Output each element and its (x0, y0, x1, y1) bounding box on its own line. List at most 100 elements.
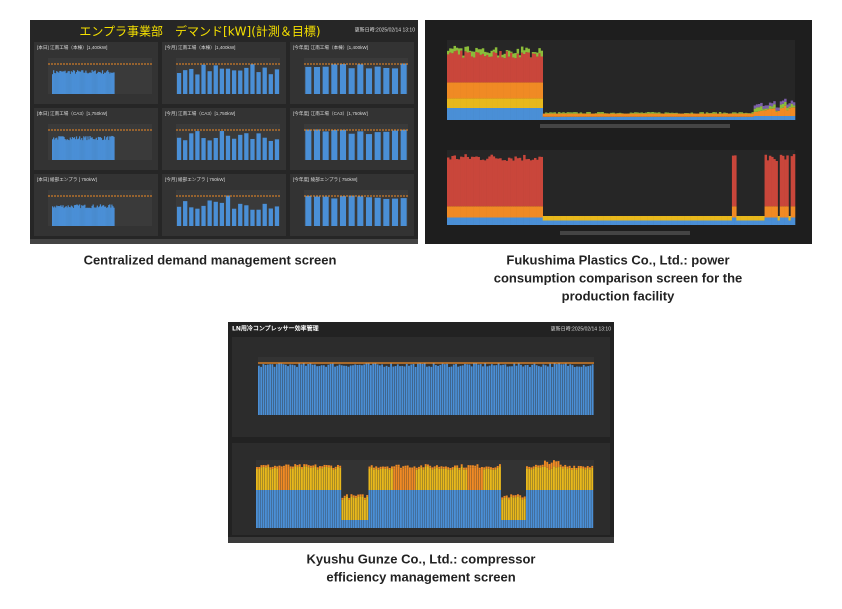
legend-strip (540, 124, 730, 128)
bar (567, 365, 569, 415)
area-slice (792, 105, 796, 108)
area-slice (494, 108, 498, 120)
area-slice (644, 112, 648, 114)
area-slice (723, 116, 726, 120)
stacked-bar (370, 490, 373, 528)
stacked-bar (269, 490, 272, 528)
area-slice (457, 48, 461, 55)
bar (571, 365, 574, 415)
area-slice (470, 56, 474, 83)
stacked-bar (265, 467, 267, 490)
area-slice (483, 108, 487, 120)
area-slice (710, 113, 713, 117)
stacked-bar (481, 469, 483, 490)
stacked-bar (366, 520, 369, 528)
area-slice (512, 57, 515, 83)
area-slice (660, 113, 663, 117)
area-slice (668, 113, 672, 117)
bar (102, 205, 105, 226)
area-slice (788, 220, 791, 225)
bar (558, 363, 560, 415)
area-slice (475, 82, 478, 99)
stacked-bar (386, 466, 389, 469)
stacked-bar (436, 465, 438, 468)
stacked-bar (292, 490, 294, 528)
area-slice (677, 116, 681, 120)
area-slice (751, 220, 754, 225)
stacked-bar (294, 490, 297, 528)
bar (544, 365, 547, 415)
stacked-bar (458, 490, 461, 528)
area-slice (692, 216, 696, 221)
area-slice (575, 112, 578, 114)
bar (60, 136, 62, 160)
bar (61, 71, 63, 94)
stacked-bar (478, 467, 481, 470)
stacked-bar (325, 490, 328, 528)
area-slice (638, 112, 641, 114)
area-slice (460, 48, 463, 51)
stacked-bar (319, 466, 321, 469)
stacked-bar (400, 467, 402, 470)
bar (256, 133, 261, 160)
area-slice (599, 216, 602, 221)
area-slice (749, 220, 752, 225)
bar (387, 366, 390, 415)
area-slice (449, 217, 452, 225)
stacked-bar (411, 467, 414, 470)
area-slice (644, 113, 648, 117)
bar (94, 207, 96, 226)
area-slice (468, 206, 472, 218)
screen-title: エンプラ事業部 デマンド[kW](計測＆目標) (79, 24, 320, 39)
area-slice (555, 220, 559, 225)
area-slice (540, 50, 543, 57)
area-slice (679, 220, 683, 225)
area-slice (716, 220, 720, 225)
area-slice (536, 159, 539, 207)
bar (95, 137, 97, 160)
stacked-bar (285, 466, 288, 490)
bar (93, 207, 95, 226)
area-slice (512, 53, 515, 58)
bar (275, 364, 278, 415)
stacked-bar (492, 469, 495, 490)
area-slice (662, 113, 665, 117)
bar (269, 364, 271, 415)
area-slice (536, 56, 539, 83)
area-slice (768, 105, 772, 109)
area-slice (749, 216, 752, 221)
bar (113, 136, 115, 160)
area-slice (790, 100, 794, 104)
area-slice (479, 49, 483, 55)
area-slice (731, 116, 735, 120)
area-slice (681, 220, 685, 225)
area-slice (483, 82, 487, 99)
bar (348, 195, 355, 226)
stacked-bar (589, 467, 591, 470)
area-slice (758, 107, 761, 112)
stacked-bar (445, 468, 447, 490)
bar (101, 205, 104, 226)
area-slice (586, 112, 589, 114)
area-slice (679, 113, 683, 117)
area-slice (542, 220, 546, 225)
area-slice (618, 116, 622, 120)
stacked-bar (395, 490, 398, 528)
area-slice (768, 206, 772, 218)
area-slice (542, 216, 546, 221)
area-slice (649, 112, 652, 114)
bar (55, 73, 57, 94)
stacked-bar (447, 467, 450, 470)
area-slice (716, 113, 720, 117)
bar (195, 131, 200, 160)
bar (374, 363, 377, 415)
stacked-bar (580, 466, 582, 469)
area-slice (453, 108, 456, 120)
stacked-bar (287, 464, 290, 467)
bar (105, 206, 107, 226)
bar (104, 206, 106, 226)
stacked-bar (496, 465, 499, 468)
stacked-bar (469, 467, 472, 490)
bar (74, 73, 77, 94)
